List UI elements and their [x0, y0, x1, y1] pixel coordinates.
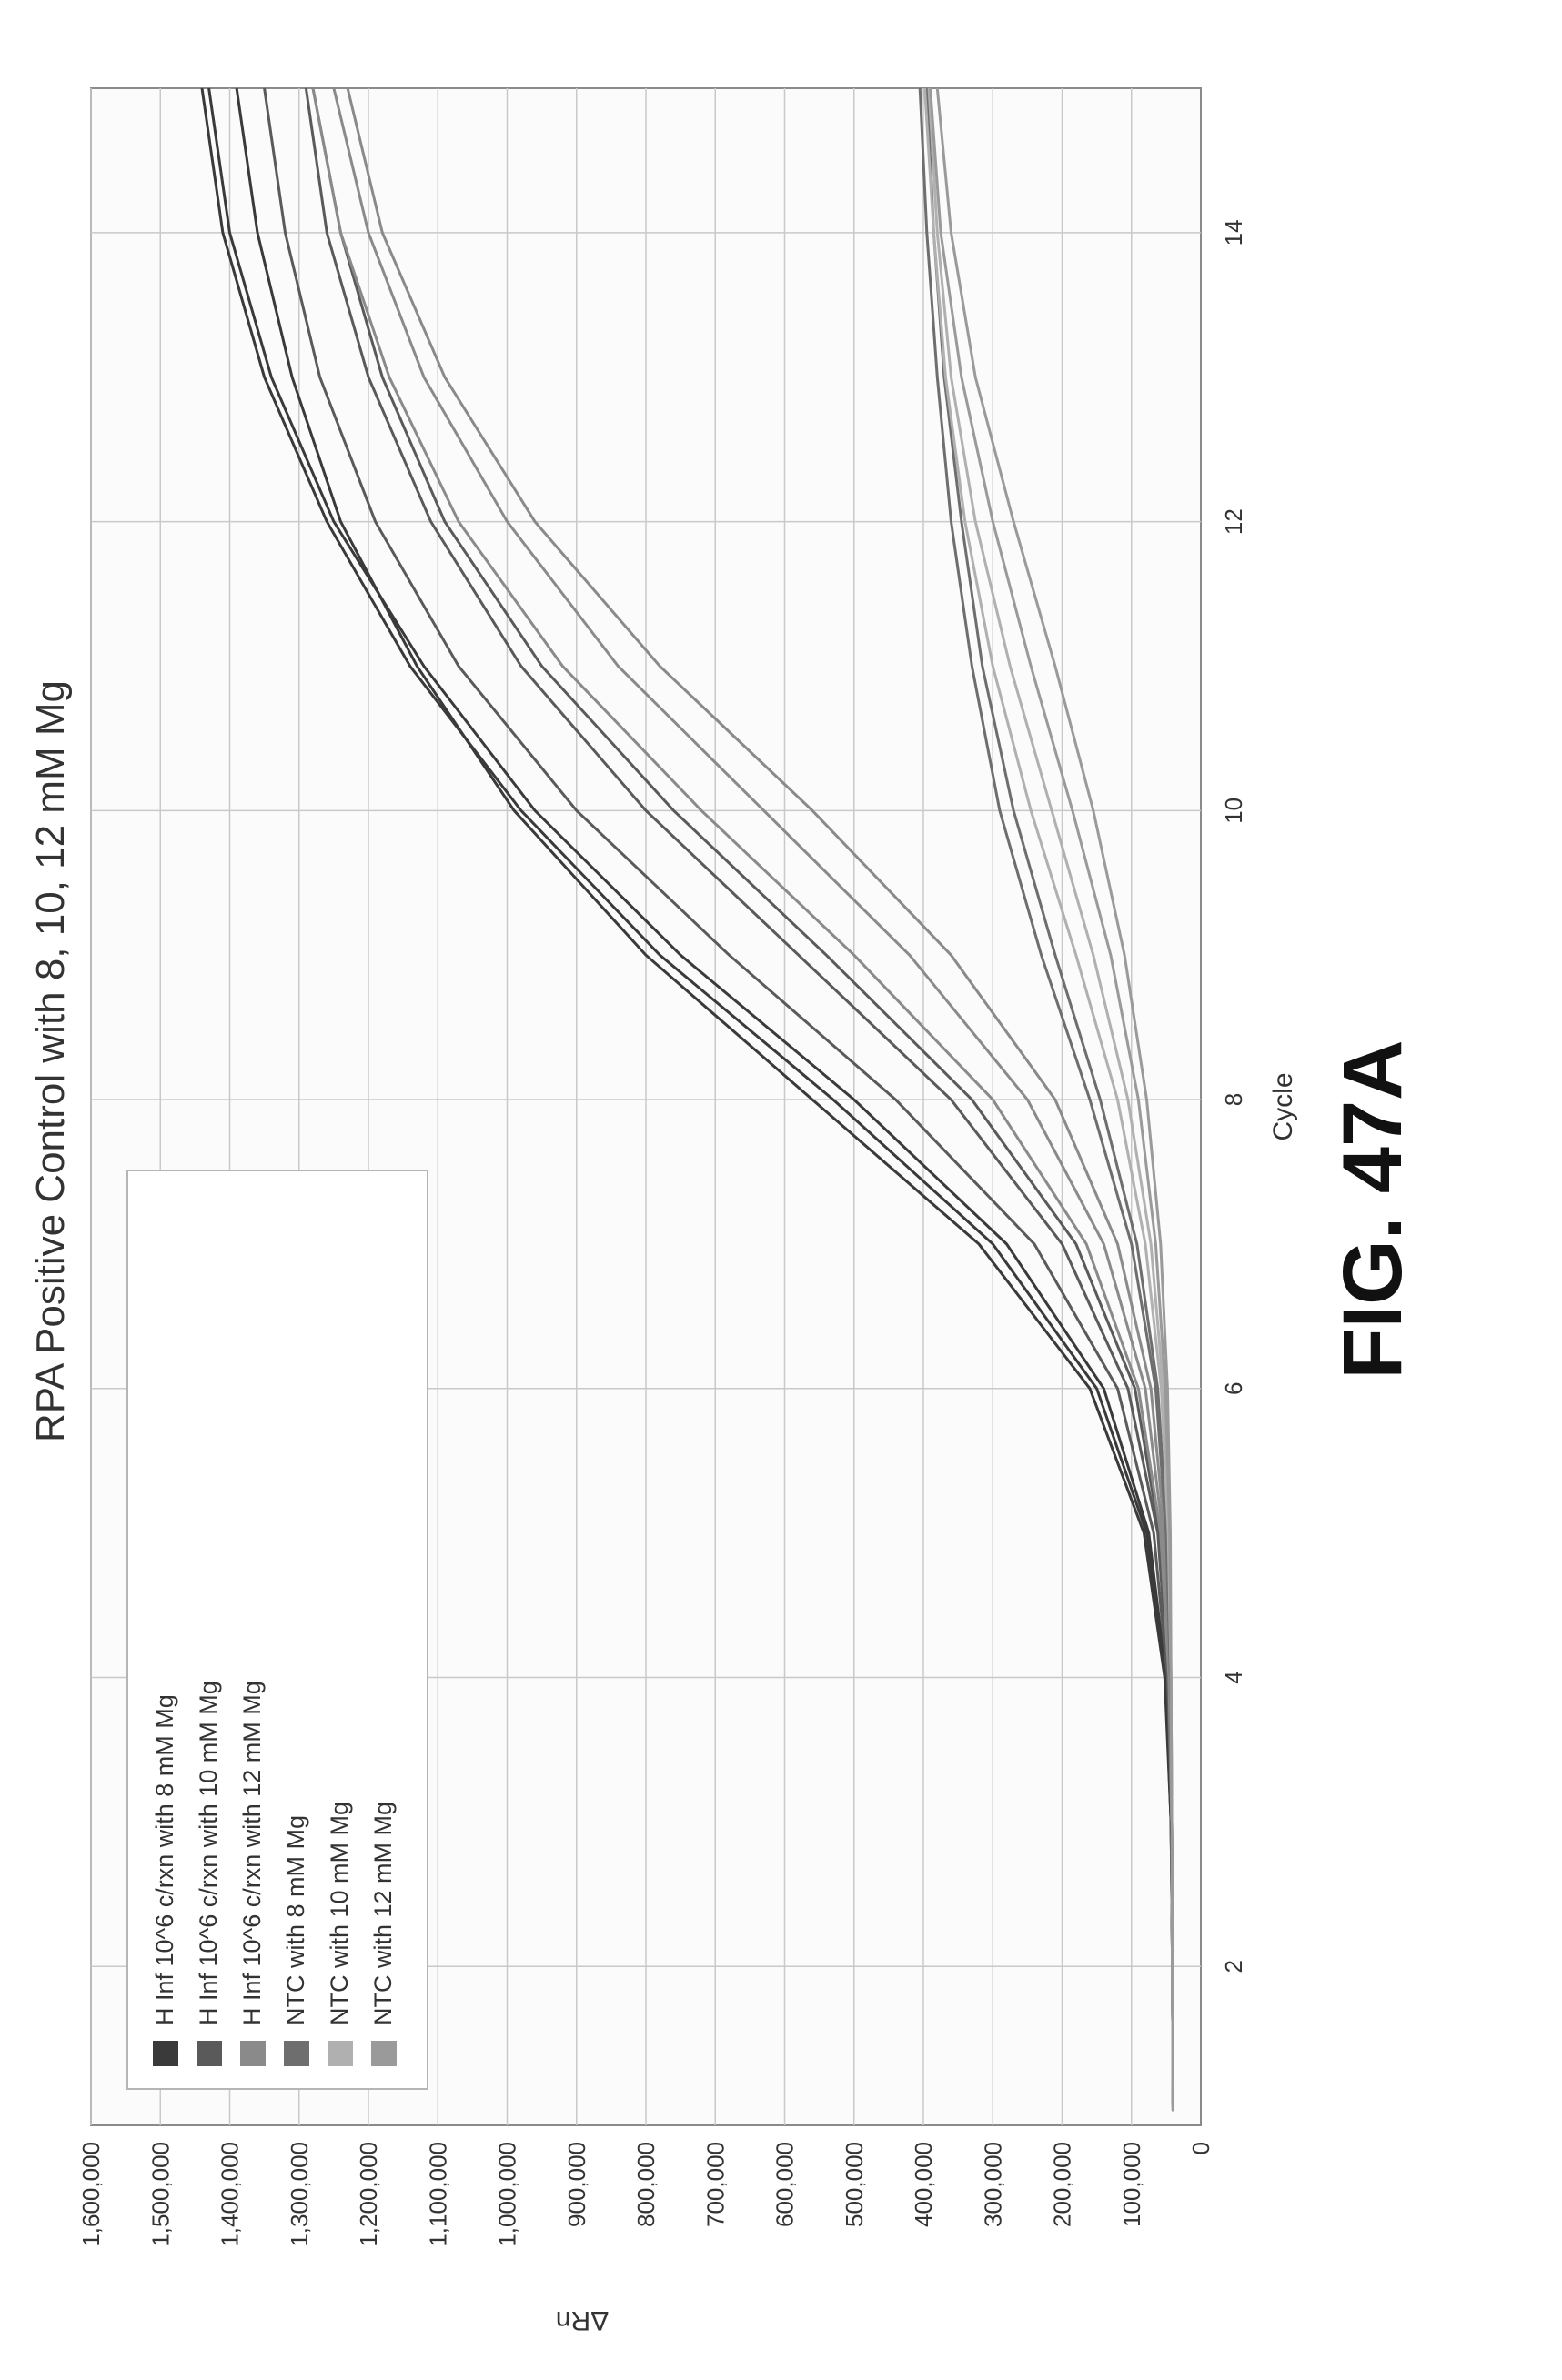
x-tick-label: 6 [1220, 1382, 1247, 1395]
x-tick-label: 12 [1220, 508, 1247, 535]
legend-swatch [371, 2041, 397, 2066]
y-tick-label: 1,600,000 [77, 2142, 105, 2247]
legend-label: NTC with 10 mM Mg [326, 1802, 353, 2025]
y-tick-label: 400,000 [910, 2142, 937, 2227]
x-tick-label: 10 [1220, 798, 1247, 824]
legend-swatch [284, 2041, 309, 2066]
legend-label: H Inf 10^6 c/rxn with 10 mM Mg [195, 1681, 222, 2025]
legend-swatch [153, 2041, 178, 2066]
legend-swatch [328, 2041, 353, 2066]
y-tick-label: 1,500,000 [146, 2142, 174, 2247]
y-tick-label: 1,000,000 [494, 2142, 521, 2247]
y-tick-label: 200,000 [1049, 2142, 1076, 2227]
y-tick-label: 1,400,000 [217, 2142, 244, 2247]
x-tick-label: 2 [1220, 1960, 1247, 1973]
legend-label: NTC with 12 mM Mg [369, 1802, 397, 2025]
legend-swatch [197, 2041, 222, 2066]
y-tick-label: 1,300,000 [286, 2142, 313, 2247]
y-tick-label: 600,000 [771, 2142, 799, 2227]
x-tick-label: 4 [1220, 1671, 1247, 1683]
chart-title: RPA Positive Control with 8, 10, 12 mM M… [28, 680, 73, 1442]
x-axis-label: Cycle [1268, 1072, 1298, 1140]
y-tick-label: 800,000 [632, 2142, 660, 2227]
y-tick-label: 500,000 [841, 2142, 868, 2227]
y-tick-label: 700,000 [701, 2142, 729, 2227]
legend-label: H Inf 10^6 c/rxn with 12 mM Mg [238, 1681, 266, 2025]
legend-swatch [240, 2041, 266, 2066]
legend: H Inf 10^6 c/rxn with 8 mM Mg H Inf 10^6 … [127, 1170, 428, 2089]
legend-label: NTC with 8 mM Mg [282, 1815, 309, 2025]
y-tick-label: 100,000 [1118, 2142, 1145, 2227]
y-tick-label: 0 [1187, 2142, 1214, 2154]
y-axis-label: ΔRn [556, 2305, 609, 2335]
legend-label: H Inf 10^6 c/rxn with 8 mM Mg [151, 1694, 178, 2025]
y-tick-label: 1,200,000 [355, 2142, 382, 2247]
y-tick-label: 1,100,000 [424, 2142, 451, 2247]
y-tick-label: 900,000 [563, 2142, 590, 2227]
x-tick-label: 8 [1220, 1093, 1247, 1106]
figure-label: FIG. 47A [1326, 1039, 1419, 1379]
x-tick-label: 14 [1220, 219, 1247, 246]
y-tick-label: 300,000 [979, 2142, 1006, 2227]
